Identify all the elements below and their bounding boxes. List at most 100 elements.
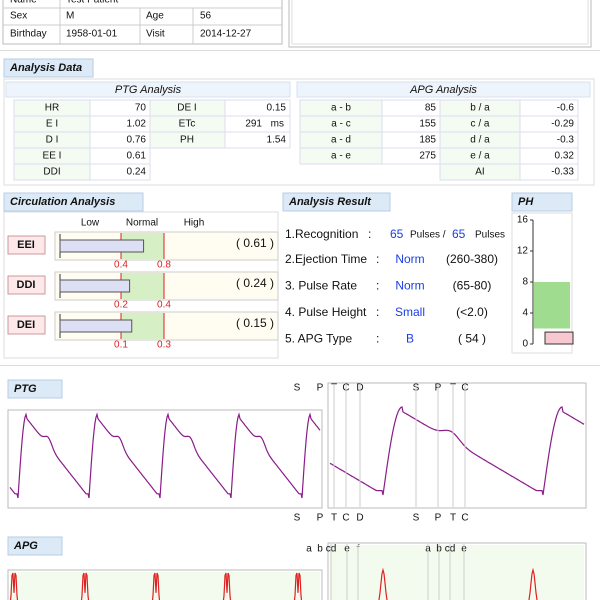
row-label: c / a xyxy=(471,119,490,130)
row-value: 0.24 xyxy=(127,167,147,178)
result-part: 1.Recognition xyxy=(285,227,358,241)
wave-divider xyxy=(0,365,600,366)
row-value: 0.32 xyxy=(555,151,575,162)
marker-label: C xyxy=(461,513,468,524)
marker-label: D xyxy=(356,513,363,524)
row-label: ETc xyxy=(179,119,196,130)
result-range: (<2.0) xyxy=(456,305,488,319)
ptg-wave xyxy=(9,412,321,499)
tab-label: PH xyxy=(518,196,534,208)
name-box xyxy=(7,315,46,335)
tab-label: Analysis Data xyxy=(9,62,82,74)
result-colon: : xyxy=(376,332,379,346)
tab xyxy=(3,192,144,212)
row-value: 70 xyxy=(135,103,147,114)
result-label: 5. APG Type xyxy=(285,332,352,346)
row-value: 1.02 xyxy=(127,119,147,130)
name-box xyxy=(7,275,46,295)
normal-band xyxy=(534,282,570,329)
ptg-left xyxy=(7,409,323,509)
name-box xyxy=(7,235,46,255)
scale-header: Low xyxy=(81,218,100,229)
gauge-value: ( 0.61 ) xyxy=(236,236,274,250)
apg-right-zone xyxy=(330,545,584,600)
gauge-value: ( 0.24 ) xyxy=(236,276,274,290)
row-label: b / a xyxy=(470,103,490,114)
y-tick-label: 0 xyxy=(522,339,528,350)
result-value: Norm xyxy=(395,279,424,293)
row-label: a - e xyxy=(331,151,351,162)
result-part: Pulses xyxy=(475,230,505,241)
row-value: 291 xyxy=(245,119,262,130)
result-value: B xyxy=(406,332,414,346)
y-tick-label: 8 xyxy=(522,277,528,288)
field-label: Visit xyxy=(146,29,165,40)
tick-label: 0.4 xyxy=(114,260,128,271)
row-label: DDI xyxy=(43,167,60,178)
field-value: Test Patient xyxy=(66,0,118,6)
row-label: a - d xyxy=(331,135,351,146)
marker-label: a xyxy=(306,544,312,555)
field-label: Name xyxy=(10,0,37,6)
value-cell xyxy=(89,163,151,181)
patient-grid xyxy=(3,0,282,44)
tab-label: APG xyxy=(13,540,38,552)
result-range: ( 54 ) xyxy=(458,332,486,346)
tick-label: 0.4 xyxy=(157,300,171,311)
gauge-bar xyxy=(59,279,131,293)
marker-label: S xyxy=(294,383,301,394)
row-value: 155 xyxy=(419,119,436,130)
marker-label: T xyxy=(331,513,337,524)
gauge-bar xyxy=(59,239,145,253)
tick-label: 0.1 xyxy=(114,340,128,351)
tab xyxy=(7,536,63,556)
marker-label: T xyxy=(450,513,456,524)
result-label: 3. Pulse Rate xyxy=(285,279,357,293)
row-label: HR xyxy=(45,103,59,114)
tab xyxy=(7,379,63,399)
tab-label: Analysis Result xyxy=(288,196,372,208)
field-value: 1958-01-01 xyxy=(66,29,118,40)
field-label: Birthday xyxy=(10,29,47,40)
memo-box xyxy=(288,0,592,48)
result-colon: : xyxy=(376,305,379,319)
result-part: Pulses / xyxy=(410,230,446,241)
patient-box xyxy=(2,0,283,45)
row-unit: ms xyxy=(271,119,284,130)
gauge-name: DEI xyxy=(17,319,35,331)
row-value: 0.76 xyxy=(127,135,147,146)
memo-inner xyxy=(291,0,589,45)
result-part: 65 xyxy=(390,227,404,241)
marker-label: b xyxy=(317,544,323,555)
gauge-value: ( 0.15 ) xyxy=(236,316,274,330)
row-value: -0.6 xyxy=(557,103,575,114)
tab xyxy=(3,58,94,78)
table-title: PTG Analysis xyxy=(115,84,182,96)
row-label: EE I xyxy=(43,151,62,162)
scale-header: Normal xyxy=(126,218,158,229)
y-tick-label: 4 xyxy=(522,308,528,319)
tick-label: 0.8 xyxy=(157,260,171,271)
marker-label: C xyxy=(342,513,349,524)
marker-label: P xyxy=(435,513,442,524)
row-label: DE I xyxy=(177,103,196,114)
tab xyxy=(511,192,573,212)
result-label: 4. Pulse Height xyxy=(285,305,367,319)
table-header xyxy=(5,81,291,98)
row-value: -0.33 xyxy=(551,167,574,178)
result-part: 65 xyxy=(452,227,466,241)
row-value: 0.61 xyxy=(127,151,147,162)
y-tick-label: 12 xyxy=(517,246,529,257)
gauge-name: DDI xyxy=(17,279,36,291)
marker-label: S xyxy=(413,513,420,524)
value-cell xyxy=(519,163,579,181)
row-label: a - b xyxy=(331,103,351,114)
row-value: -0.3 xyxy=(557,135,575,146)
result-label: 2.Ejection Time xyxy=(285,252,367,266)
y-tick-label: 16 xyxy=(517,215,529,226)
marker-label: P xyxy=(317,513,324,524)
row-value: 0.15 xyxy=(267,103,287,114)
ptg-wave-zoom xyxy=(329,406,585,496)
table-title: APG Analysis xyxy=(409,84,477,96)
